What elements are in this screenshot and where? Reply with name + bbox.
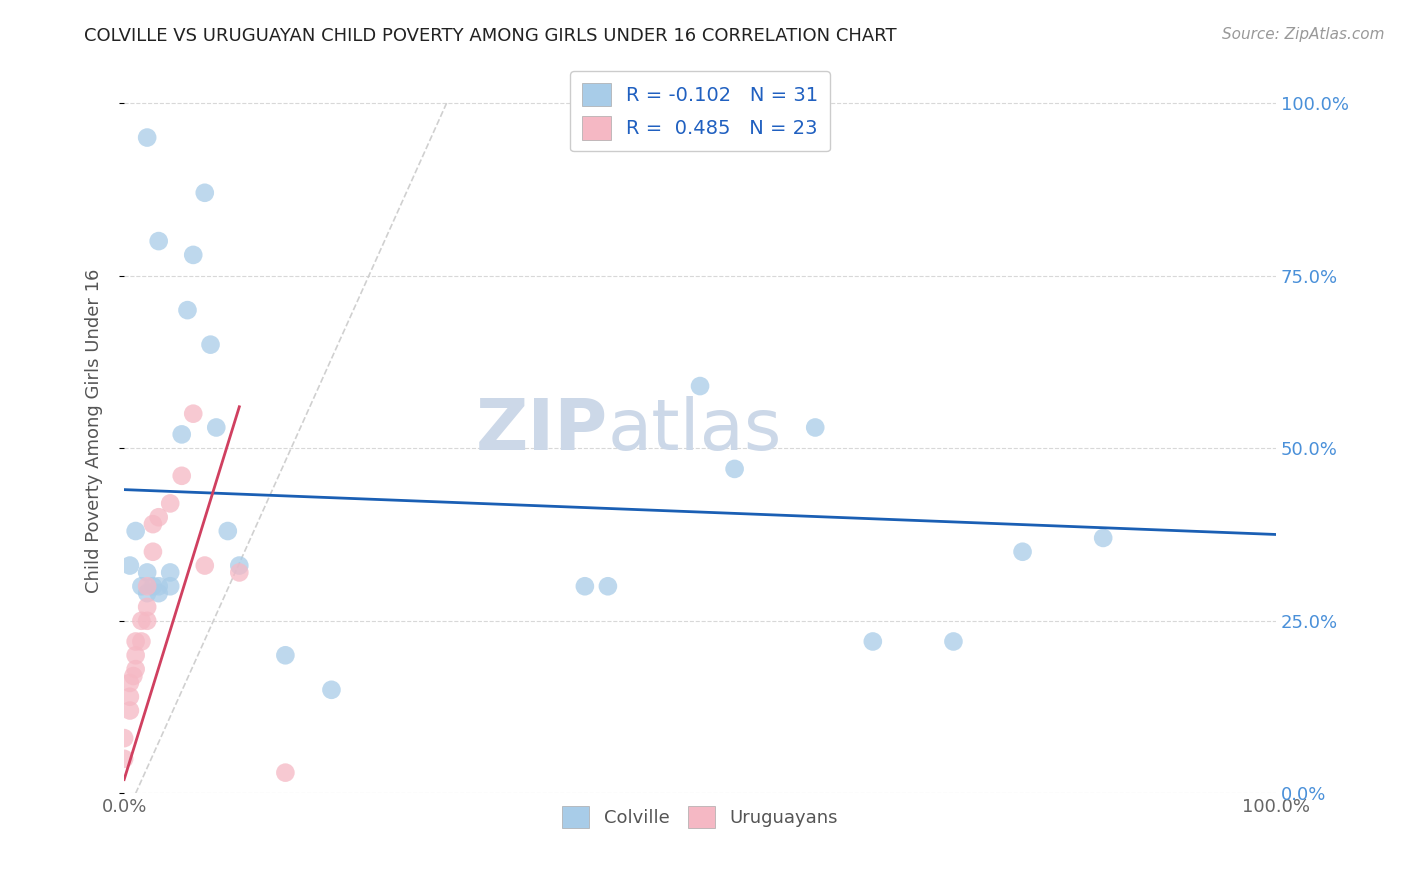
- Point: [112, 731, 135, 745]
- Point: [118, 690, 141, 704]
- Point: [274, 648, 297, 663]
- Point: [131, 634, 153, 648]
- Point: [118, 558, 141, 573]
- Point: [148, 510, 170, 524]
- Text: ZIP: ZIP: [475, 396, 607, 466]
- Point: [170, 427, 193, 442]
- Point: [159, 496, 181, 510]
- Point: [124, 524, 146, 538]
- Point: [122, 669, 145, 683]
- Point: [131, 614, 153, 628]
- Point: [321, 682, 343, 697]
- Point: [136, 566, 159, 580]
- Point: [148, 579, 170, 593]
- Point: [142, 579, 165, 593]
- Point: [194, 558, 217, 573]
- Point: [136, 130, 159, 145]
- Point: [274, 765, 297, 780]
- Point: [689, 379, 711, 393]
- Point: [136, 599, 159, 614]
- Text: Source: ZipAtlas.com: Source: ZipAtlas.com: [1222, 27, 1385, 42]
- Point: [136, 586, 159, 600]
- Point: [148, 234, 170, 248]
- Point: [136, 579, 159, 593]
- Point: [159, 566, 181, 580]
- Point: [942, 634, 965, 648]
- Point: [136, 614, 159, 628]
- Point: [228, 566, 250, 580]
- Point: [862, 634, 884, 648]
- Point: [131, 579, 153, 593]
- Point: [159, 579, 181, 593]
- Point: [142, 545, 165, 559]
- Point: [124, 634, 146, 648]
- Point: [723, 462, 745, 476]
- Point: [148, 586, 170, 600]
- Point: [124, 648, 146, 663]
- Point: [118, 676, 141, 690]
- Point: [1092, 531, 1115, 545]
- Point: [181, 248, 204, 262]
- Point: [142, 517, 165, 532]
- Point: [205, 420, 228, 434]
- Point: [596, 579, 619, 593]
- Point: [181, 407, 204, 421]
- Point: [574, 579, 596, 593]
- Point: [124, 662, 146, 676]
- Y-axis label: Child Poverty Among Girls Under 16: Child Poverty Among Girls Under 16: [86, 268, 103, 593]
- Point: [804, 420, 827, 434]
- Point: [176, 303, 198, 318]
- Point: [194, 186, 217, 200]
- Legend: Colville, Uruguayans: Colville, Uruguayans: [555, 798, 845, 835]
- Point: [200, 337, 222, 351]
- Point: [217, 524, 239, 538]
- Text: COLVILLE VS URUGUAYAN CHILD POVERTY AMONG GIRLS UNDER 16 CORRELATION CHART: COLVILLE VS URUGUAYAN CHILD POVERTY AMON…: [84, 27, 897, 45]
- Point: [1011, 545, 1033, 559]
- Point: [170, 468, 193, 483]
- Point: [118, 704, 141, 718]
- Text: atlas: atlas: [607, 396, 782, 466]
- Point: [112, 752, 135, 766]
- Point: [228, 558, 250, 573]
